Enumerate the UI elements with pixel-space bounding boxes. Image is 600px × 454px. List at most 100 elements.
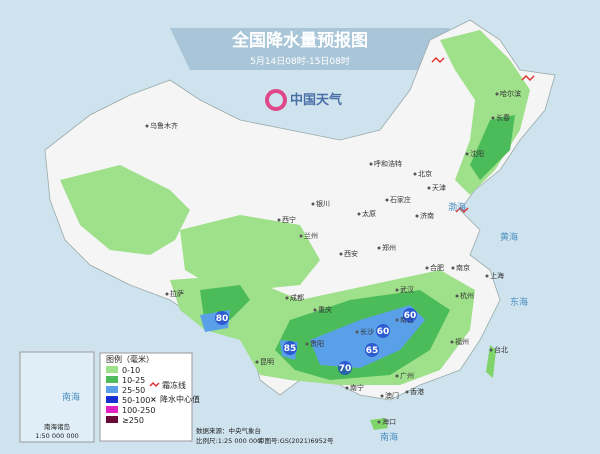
rain-center-marker — [403, 308, 417, 322]
rain-center-marker — [215, 311, 229, 325]
city-dot — [377, 420, 381, 424]
city-dot — [395, 288, 399, 292]
frost-lines — [431, 56, 535, 214]
city-dot — [299, 234, 303, 238]
rain-center-value: 60 — [404, 311, 417, 321]
sea-label: 黄海 — [500, 231, 518, 243]
legend-center-symbol: × — [150, 395, 157, 404]
city-label: 广州 — [400, 371, 414, 380]
rain-center-value: 65 — [366, 346, 379, 356]
city-dot — [369, 162, 373, 166]
city-label: 太原 — [362, 209, 376, 218]
city-label: 长春 — [496, 113, 510, 122]
city-dot — [285, 296, 289, 300]
rain-center-value: 70 — [339, 364, 352, 374]
city-dot — [395, 374, 399, 378]
legend-label: 100-250 — [122, 406, 155, 415]
legend-swatch — [106, 406, 118, 413]
inset-box — [19, 351, 95, 443]
legend-swatch — [106, 376, 118, 383]
city-label: 兰州 — [304, 231, 318, 240]
rain-center-value: 60 — [377, 327, 390, 337]
legend-label: 25-50 — [122, 386, 145, 395]
city-label: 长沙 — [360, 327, 374, 336]
city-dot — [405, 390, 409, 394]
city-label: 拉萨 — [170, 289, 184, 298]
city-label: 海口 — [382, 417, 396, 426]
city-label: 天津 — [432, 184, 446, 192]
title-banner — [170, 28, 450, 70]
city-dot — [305, 342, 309, 346]
city-dot — [277, 218, 281, 222]
city-label: 哈尔滨 — [500, 89, 521, 98]
city-label: 北京 — [418, 169, 432, 178]
city-dot — [145, 124, 149, 128]
city-dot — [451, 266, 455, 270]
sea-label: 南海 — [62, 391, 80, 403]
city-dot — [311, 202, 315, 206]
legend-swatch — [106, 396, 118, 403]
city-dot — [465, 152, 469, 156]
title: 全国降水量预报图 — [231, 30, 368, 51]
city-label: 呼和浩特 — [374, 159, 402, 168]
rain-center-marker — [376, 324, 390, 338]
city-dot — [357, 212, 361, 216]
city-dot — [427, 186, 431, 190]
footer-approval: 审图号:GS(2021)6952号 — [258, 436, 334, 445]
rain-center-marker — [283, 341, 297, 355]
city-label: 西宁 — [282, 215, 296, 224]
city-label: 银川 — [316, 199, 330, 208]
city-label: 杭州 — [460, 291, 474, 300]
city-dot — [485, 274, 489, 278]
city-label: 乌鲁木齐 — [150, 121, 178, 130]
city-dot — [413, 172, 417, 176]
city-label: 石家庄 — [390, 195, 411, 204]
city-label: 澳门 — [385, 391, 399, 400]
city-dot — [395, 318, 399, 322]
city-dot — [385, 198, 389, 202]
logo-text: 中国天气 — [290, 92, 342, 108]
city-label: 台北 — [494, 345, 508, 354]
city-dot — [415, 214, 419, 218]
city-dot — [380, 394, 384, 398]
city-label: 上海 — [490, 271, 504, 280]
city-label: 昆明 — [260, 358, 274, 366]
subtitle: 5月14日08时-15日08时 — [250, 55, 350, 67]
city-dot — [495, 92, 499, 96]
footer-source: 数据来源：中央气象台 — [196, 426, 261, 435]
city-label: 合肥 — [430, 263, 444, 272]
city-label: 福州 — [455, 337, 469, 346]
legend-swatch — [106, 416, 118, 423]
city-label: 成都 — [290, 293, 304, 302]
city-dot — [355, 330, 359, 334]
city-label: 西安 — [344, 249, 358, 258]
legend-center: 降水中心值 — [160, 394, 200, 404]
city-dot — [165, 292, 169, 296]
sea-label: 渤海 — [448, 201, 466, 213]
legend-swatch — [106, 386, 118, 393]
legend-label: 10-25 — [122, 376, 145, 385]
city-dot — [489, 348, 493, 352]
legend-title: 图例（毫米） — [106, 354, 154, 364]
inset-scale: 1:50 000 000 — [35, 432, 79, 440]
city-label: 武汉 — [400, 285, 414, 294]
legend-label: ≥250 — [122, 416, 144, 425]
legend-swatch — [106, 366, 118, 373]
sea-label: 南海 — [380, 431, 398, 443]
city-dot — [377, 246, 381, 250]
city-dot — [313, 308, 317, 312]
rain-center-value: 85 — [284, 344, 297, 354]
city-label: 南京 — [456, 263, 470, 272]
city-dot — [450, 340, 454, 344]
footer-scale: 比例尺:1:25 000 000 — [196, 436, 261, 445]
legend-frost-symbol — [149, 381, 160, 388]
city-dot — [491, 116, 495, 120]
sea-label: 东海 — [510, 296, 528, 308]
city-label: 重庆 — [318, 305, 332, 314]
city-label: 济南 — [420, 211, 434, 220]
city-dot — [345, 386, 349, 390]
city-label: 南宁 — [350, 383, 364, 392]
city-label: 郑州 — [382, 244, 396, 252]
city-dot — [255, 360, 259, 364]
